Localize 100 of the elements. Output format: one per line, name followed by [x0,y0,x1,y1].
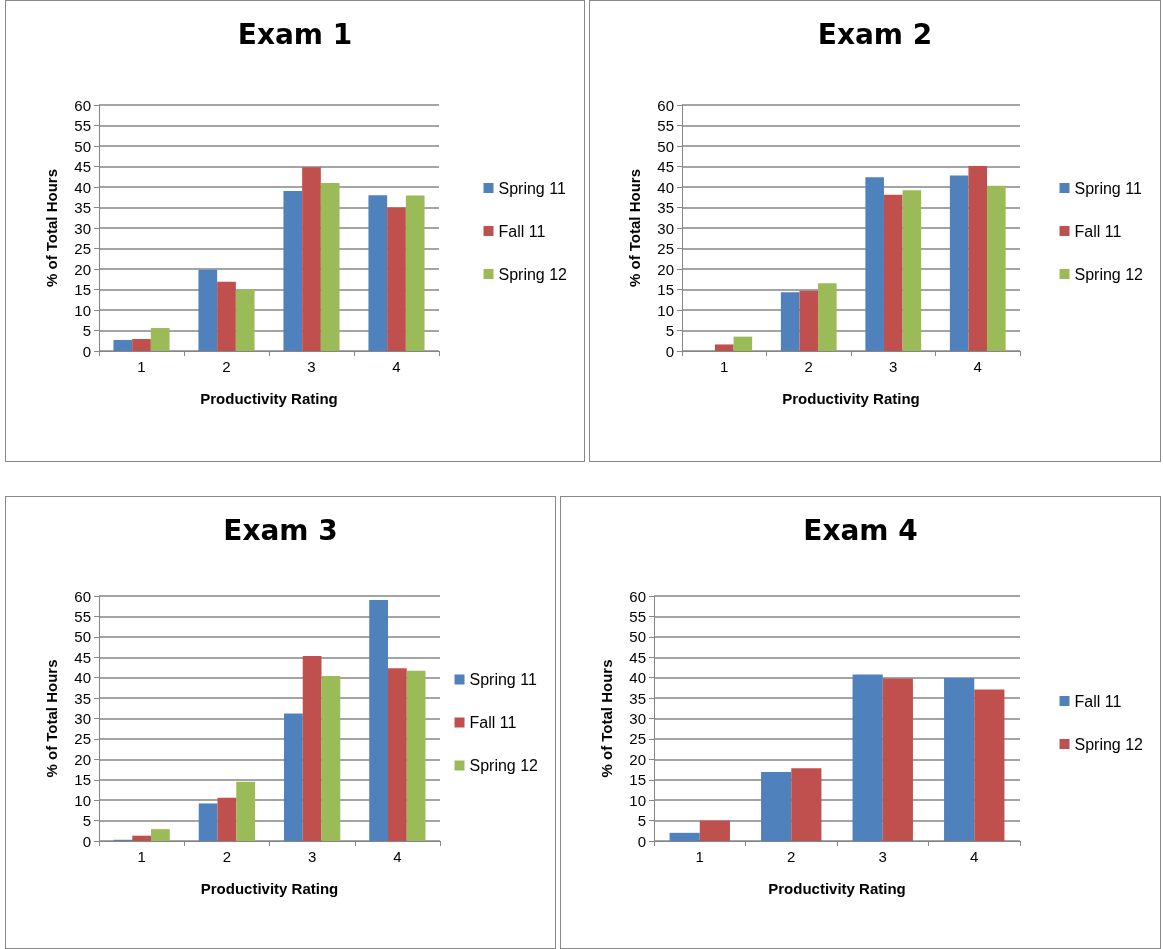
bar [818,283,837,351]
legend-label: Fall 11 [1074,692,1122,710]
bar [217,281,236,351]
bar [699,820,730,841]
y-tick-label: 55 [629,607,646,625]
bar [132,339,151,351]
y-tick-label: 10 [629,791,646,809]
y-tick-label: 0 [82,832,91,850]
y-tick-label: 40 [74,669,91,687]
bar [799,290,819,351]
y-tick-label: 55 [74,607,91,625]
bar [217,797,237,841]
bar [302,167,321,351]
x-axis-title: Productivity Rating [200,880,339,897]
legend-label: Fall 11 [1074,222,1122,240]
bar [321,676,341,841]
y-tick-label: 50 [74,628,91,646]
chart-title: Exam 1 [237,17,353,51]
bar [283,191,303,351]
bar [968,166,988,351]
bar [944,678,975,841]
y-tick-label: 40 [74,178,91,196]
y-axis-title: % of Total Hours [626,168,643,288]
y-tick-label: 45 [629,648,646,666]
y-tick-label: 5 [82,322,91,339]
x-axis-title: Productivity Rating [200,390,338,407]
bar [387,207,406,351]
x-tick-label: 3 [307,358,316,375]
y-tick-label: 30 [657,219,674,237]
y-tick-label: 60 [74,587,91,605]
legend-label: Spring 12 [1074,735,1144,753]
x-tick-label: 1 [720,358,729,375]
y-tick-label: 20 [74,260,91,278]
legend-label: Spring 11 [1074,179,1142,197]
x-tick-label: 2 [222,848,232,865]
y-tick-label: 15 [629,771,646,789]
bar [714,344,734,351]
chart-title: Exam 2 [817,17,933,51]
chart-title: Exam 3 [223,513,338,547]
y-tick-label: 40 [629,669,646,687]
y-tick-label: 15 [74,771,91,789]
bar [235,289,255,351]
y-tick-label: 5 [637,812,646,830]
x-tick-label: 2 [804,358,813,375]
x-tick-label: 4 [392,358,401,375]
y-tick-label: 35 [629,689,646,707]
bar [302,656,322,841]
legend-label: Spring 12 [1074,265,1144,283]
x-axis-title: Productivity Rating [782,390,920,407]
bar [987,185,1006,351]
y-tick-label: 10 [74,301,91,319]
y-tick-label: 5 [82,812,91,830]
x-tick-label: 4 [970,848,979,865]
y-tick-label: 25 [74,240,91,257]
y-tick-label: 55 [74,117,91,134]
y-tick-label: 10 [74,791,91,809]
y-tick-label: 45 [74,158,91,175]
legend-label: Spring 11 [469,671,537,688]
y-tick-label: 15 [74,281,91,298]
y-tick-label: 20 [657,260,674,278]
y-tick-label: 55 [657,117,674,134]
y-tick-label: 30 [74,219,91,237]
bar [974,689,1005,841]
y-tick-label: 30 [74,710,91,727]
y-tick-label: 25 [74,730,91,748]
y-tick-label: 50 [657,137,674,155]
bar [198,269,218,351]
y-tick-label: 25 [629,730,646,748]
bar [406,670,426,841]
legend-label: Fall 11 [469,714,517,731]
y-tick-label: 35 [74,199,91,216]
x-tick-label: 4 [973,358,982,375]
y-tick-label: 25 [657,240,674,257]
bar [791,768,822,841]
y-tick-label: 45 [74,648,91,666]
bar [388,668,407,841]
y-tick-label: 60 [74,96,91,114]
y-axis-title: % of Total Hours [43,659,60,778]
bar [883,194,903,351]
bar [761,771,792,841]
legend-label: Fall 11 [498,222,546,240]
bar [902,190,922,351]
y-tick-label: 15 [657,281,674,298]
y-axis-title: % of Total Hours [43,168,60,288]
y-tick-label: 10 [657,301,674,319]
x-tick-label: 2 [787,848,796,865]
bar [669,832,700,841]
bar [368,195,388,351]
bar [283,713,303,841]
bar [151,829,170,841]
bar [113,339,133,351]
bar [320,182,340,351]
chart-title: Exam 4 [803,513,918,547]
x-tick-label: 1 [137,848,146,865]
bar [369,600,388,841]
legend-label: Spring 12 [498,265,568,283]
y-tick-label: 0 [637,832,646,850]
bar [733,336,753,351]
y-tick-label: 40 [657,178,674,196]
x-tick-label: 3 [307,848,317,865]
